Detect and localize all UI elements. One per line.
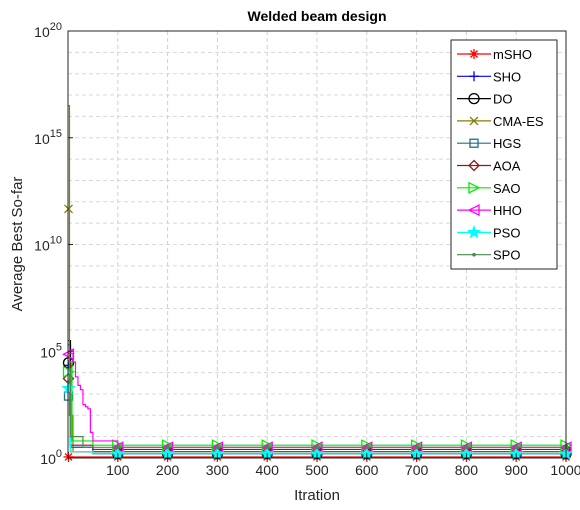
x-tick-label: 400	[256, 462, 280, 478]
x-tick-label: 200	[156, 462, 180, 478]
series-marker-spo	[215, 445, 220, 450]
series-marker-spo	[165, 445, 170, 450]
series-marker-spo	[116, 445, 120, 450]
x-tick-label: 700	[405, 462, 429, 478]
legend-marker-pso	[466, 224, 482, 239]
legend-label-sho: SHO	[493, 69, 521, 84]
legend-marker-hgs-shape	[469, 138, 479, 148]
series-line-hho	[68, 352, 566, 448]
x-tick-label: 600	[355, 462, 379, 478]
series-marker-spo	[414, 445, 419, 450]
legend-marker-hho-shape	[467, 204, 480, 217]
legend-marker-msho	[469, 49, 479, 59]
legend-marker-do	[468, 92, 480, 105]
legend-label-cma-es: CMA-ES	[493, 114, 544, 129]
series-line-spo	[68, 367, 566, 448]
series-marker-spo	[464, 445, 469, 450]
legend-marker-do-shape	[468, 92, 480, 105]
legend-marker-sao-shape	[468, 181, 481, 194]
legend-marker-aoa	[468, 159, 480, 172]
series-marker-spo	[315, 445, 319, 450]
legend-label-hgs: HGS	[493, 136, 522, 151]
x-tick-label: 300	[206, 462, 230, 478]
series-marker-spo	[365, 445, 369, 450]
legend-marker-cma-es	[469, 116, 479, 126]
axis-ticks: 100 200 300 400 500 600 700 800 900 1000 100 105 101…	[34, 21, 580, 478]
series-marker-spo-shape	[315, 445, 319, 450]
legend-label-spo: SPO	[493, 248, 520, 263]
x-tick-label: 100	[106, 462, 130, 478]
legend-label-aoa: AOA	[493, 159, 521, 174]
y-tick-label: 1015	[34, 128, 62, 147]
series-marker-spo	[514, 445, 518, 450]
x-tick-label: 800	[455, 462, 479, 478]
legend-marker-aoa-shape	[468, 159, 480, 172]
y-axis-label: Average Best So-far	[9, 177, 26, 312]
legend-marker-pso-shape	[466, 224, 482, 239]
series-marker-spo-shape	[464, 445, 469, 450]
series-marker-spo-shape	[265, 445, 270, 450]
series-marker-spo-shape	[365, 445, 369, 450]
legend-label-pso: PSO	[493, 225, 520, 240]
series-marker-spo-shape	[165, 445, 170, 450]
chart-title: Welded beam design	[248, 8, 387, 24]
legend-label-hho: HHO	[493, 203, 522, 218]
series-marker-spo-shape	[215, 445, 220, 450]
y-tick-label: 1010	[34, 235, 62, 254]
x-axis-label: Itration	[294, 487, 340, 504]
x-tick-label: 500	[305, 462, 329, 478]
legend-label-msho: mSHO	[493, 47, 532, 62]
x-tick-label: 900	[505, 462, 529, 478]
legend-label-do: DO	[493, 92, 513, 107]
legend-marker-hgs	[469, 138, 479, 148]
series-marker-spo-shape	[116, 445, 120, 450]
legend: mSHO SHO DO CMA-ES HGS AOA SAO HHO PSO SPO	[450, 39, 558, 270]
legend-marker-hho	[467, 204, 480, 217]
series-marker-spo-shape	[514, 445, 518, 450]
y-tick-label: 1020	[34, 21, 62, 40]
legend-marker-cma-es-stroke	[469, 116, 479, 126]
series-marker-spo-shape	[414, 445, 419, 450]
x-tick-label: 1000	[550, 462, 580, 478]
legend-marker-spo	[472, 252, 476, 257]
legend-marker-sho	[469, 71, 479, 82]
legend-label-sao: SAO	[493, 181, 520, 196]
y-tick-label: 100	[40, 448, 62, 467]
legend-marker-sao	[468, 181, 481, 194]
y-tick-label: 105	[40, 341, 62, 360]
legend-marker-spo-shape	[472, 252, 476, 257]
series-marker-spo	[265, 445, 270, 450]
legend-marker-msho-stroke	[470, 50, 478, 58]
